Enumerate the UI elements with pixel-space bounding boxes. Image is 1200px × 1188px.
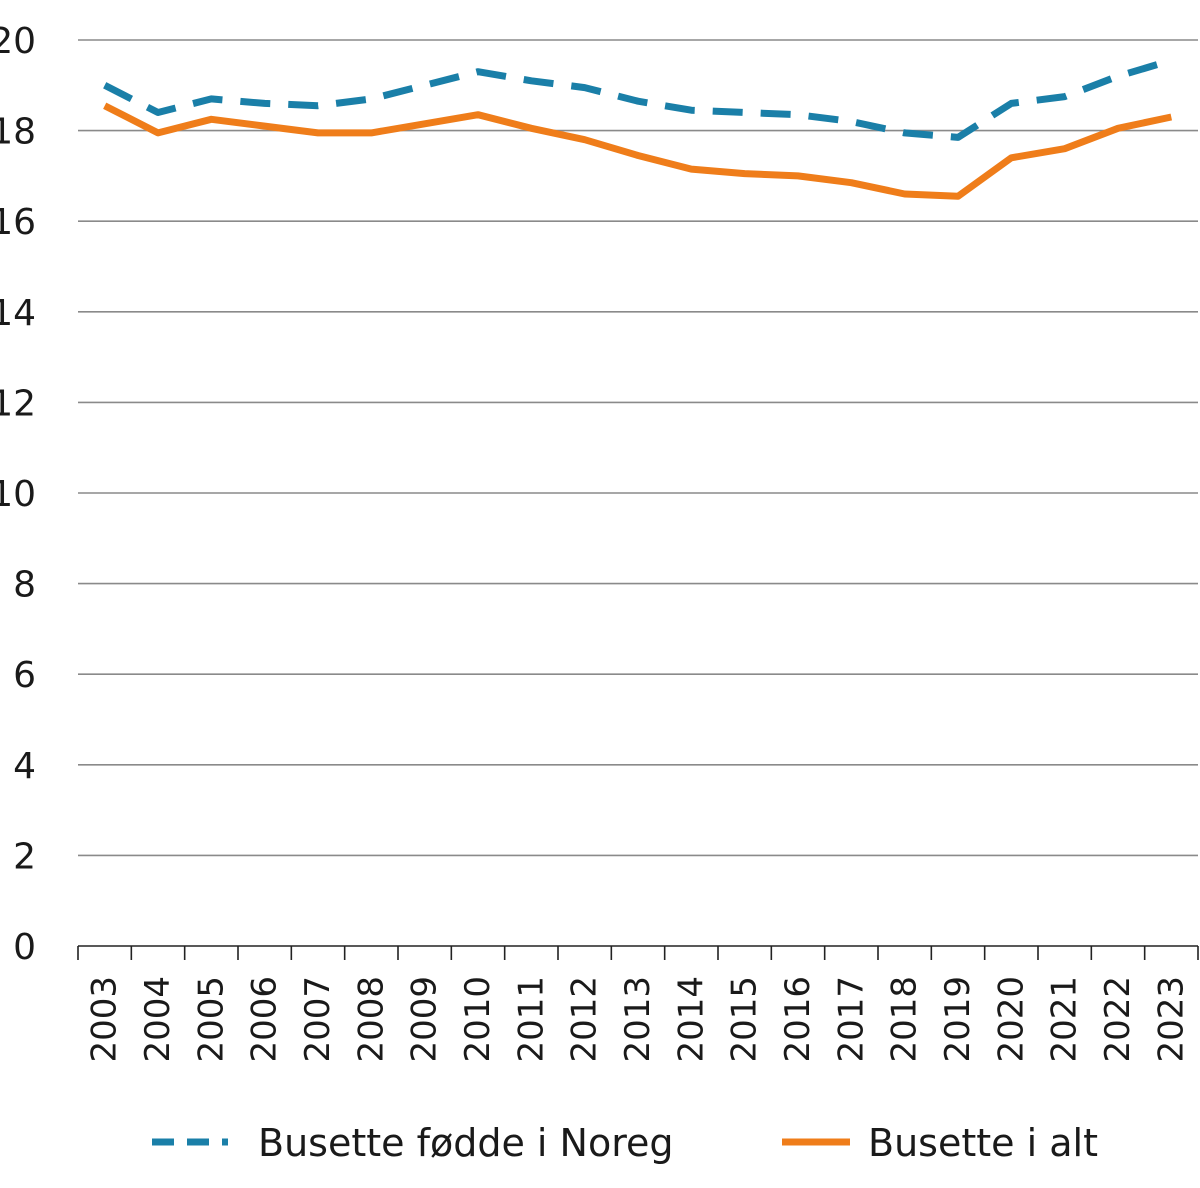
gridlines xyxy=(78,39,1198,857)
x-tick-label-2018: 2018 xyxy=(885,976,925,1063)
x-tick-label-2012: 2012 xyxy=(565,976,605,1063)
y-tick-label-16: 16 xyxy=(0,202,36,243)
data-point-1-2017 xyxy=(848,179,855,186)
data-point-0-2020 xyxy=(1008,100,1015,107)
data-point-0-2013 xyxy=(635,98,642,105)
y-tick-label-20: 20 xyxy=(0,21,36,62)
legend-label-0: Busette fødde i Noreg xyxy=(258,1121,674,1165)
data-point-1-2015 xyxy=(741,170,748,177)
data-point-1-2021 xyxy=(1061,145,1068,152)
data-point-1-2011 xyxy=(528,125,535,132)
data-point-0-2019 xyxy=(955,134,962,141)
y-axis-ticks: 0 2 4 6 8 10 12 14 16 18 20 xyxy=(0,21,36,968)
data-point-0-2004 xyxy=(155,109,162,116)
x-tick-label-2011: 2011 xyxy=(511,976,551,1063)
data-point-1-2023 xyxy=(1168,114,1175,121)
x-tick-label-2020: 2020 xyxy=(991,976,1031,1063)
x-tick-label-2007: 2007 xyxy=(298,976,338,1063)
data-point-1-2007 xyxy=(315,129,322,136)
x-tick-label-2004: 2004 xyxy=(138,976,178,1063)
y-tick-label-2: 2 xyxy=(13,836,36,877)
x-axis: 2003 2004 2005 2006 2007 2008 2009 2010 2011 2012… xyxy=(77,945,1199,1063)
data-point-1-2018 xyxy=(901,191,908,198)
x-tick-label-2019: 2019 xyxy=(938,976,978,1063)
series-line-busette-fodde-i-noreg xyxy=(103,57,1173,141)
y-tick-label-14: 14 xyxy=(0,293,36,334)
y-tick-label-8: 8 xyxy=(13,565,36,606)
x-tick-label-2006: 2006 xyxy=(245,976,285,1063)
data-point-0-2014 xyxy=(688,107,695,114)
data-point-1-2003 xyxy=(101,102,108,109)
x-tick-label-2009: 2009 xyxy=(405,976,445,1063)
x-tick-label-2021: 2021 xyxy=(1045,976,1085,1063)
data-point-1-2020 xyxy=(1008,154,1015,161)
data-point-1-2012 xyxy=(581,136,588,143)
data-point-0-2021 xyxy=(1061,93,1068,100)
data-point-1-2008 xyxy=(368,129,375,136)
data-point-0-2022 xyxy=(1115,73,1122,80)
data-point-0-2012 xyxy=(581,84,588,91)
data-point-1-2005 xyxy=(208,116,215,123)
x-tick-label-2014: 2014 xyxy=(671,976,711,1063)
x-tick-label-2003: 2003 xyxy=(85,976,125,1063)
y-tick-label-12: 12 xyxy=(0,383,36,424)
data-point-1-2004 xyxy=(155,129,162,136)
x-tick-label-2010: 2010 xyxy=(458,976,498,1063)
data-point-0-2017 xyxy=(848,118,855,125)
data-point-0-2011 xyxy=(528,77,535,84)
data-point-0-2009 xyxy=(421,82,428,89)
data-point-0-2006 xyxy=(261,100,268,107)
y-tick-label-6: 6 xyxy=(13,655,36,696)
data-point-0-2010 xyxy=(475,68,482,75)
series-line-busette-i-alt xyxy=(103,102,1173,200)
data-point-0-2023 xyxy=(1168,57,1175,64)
data-point-1-2016 xyxy=(795,172,802,179)
data-point-1-2010 xyxy=(475,111,482,118)
legend: Busette fødde i Noreg Busette i alt xyxy=(152,1121,1098,1165)
x-tick-label-2016: 2016 xyxy=(778,976,818,1063)
legend-label-1: Busette i alt xyxy=(868,1121,1098,1165)
series-lines xyxy=(101,57,1175,200)
data-point-0-2016 xyxy=(795,111,802,118)
x-tick-label-2022: 2022 xyxy=(1098,976,1138,1063)
y-tick-label-18: 18 xyxy=(0,112,36,153)
data-point-1-2019 xyxy=(955,193,962,200)
data-point-0-2005 xyxy=(208,95,215,102)
data-point-0-2003 xyxy=(101,82,108,89)
data-point-1-2014 xyxy=(688,166,695,173)
x-tick-label-2013: 2013 xyxy=(618,976,658,1063)
data-point-0-2007 xyxy=(315,102,322,109)
data-point-1-2006 xyxy=(261,123,268,130)
x-tick-label-2017: 2017 xyxy=(831,976,871,1063)
x-tick-label-2015: 2015 xyxy=(725,976,765,1063)
x-tick-label-2008: 2008 xyxy=(351,976,391,1063)
y-tick-label-0: 0 xyxy=(13,927,36,968)
data-point-1-2022 xyxy=(1115,125,1122,132)
data-point-1-2013 xyxy=(635,152,642,159)
data-point-0-2018 xyxy=(901,129,908,136)
y-tick-label-4: 4 xyxy=(13,746,36,787)
data-point-1-2009 xyxy=(421,120,428,127)
data-point-0-2008 xyxy=(368,95,375,102)
data-point-0-2015 xyxy=(741,109,748,116)
y-tick-label-10: 10 xyxy=(0,474,36,515)
x-tick-label-2023: 2023 xyxy=(1151,976,1191,1063)
x-tick-label-2005: 2005 xyxy=(191,976,231,1063)
